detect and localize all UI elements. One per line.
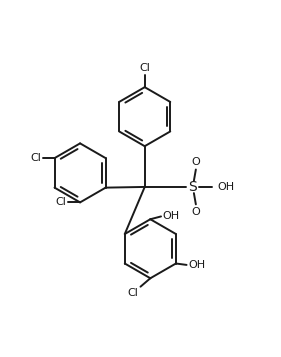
Text: OH: OH (163, 211, 180, 221)
Text: Cl: Cl (128, 288, 139, 298)
Text: Cl: Cl (56, 197, 67, 207)
Text: S: S (188, 180, 197, 194)
Text: Cl: Cl (139, 62, 150, 72)
Text: O: O (191, 157, 200, 167)
Text: OH: OH (188, 260, 205, 270)
Text: OH: OH (218, 182, 235, 192)
Text: Cl: Cl (30, 153, 41, 163)
Text: O: O (191, 207, 200, 217)
